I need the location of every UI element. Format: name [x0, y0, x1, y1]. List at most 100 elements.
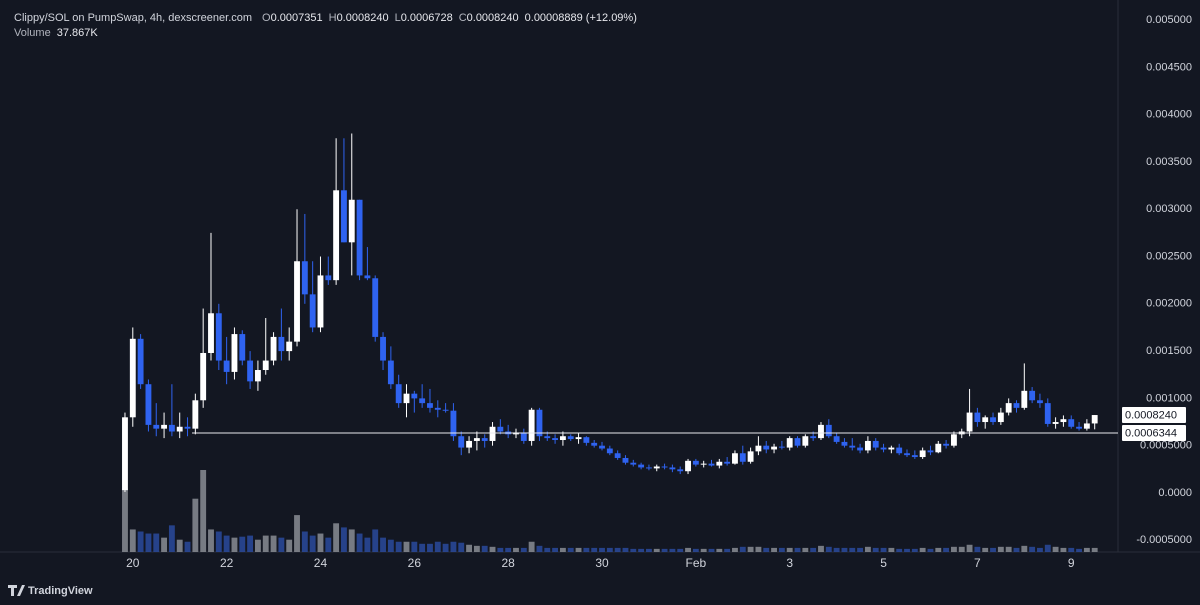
candle-body: [356, 199, 363, 276]
volume-bar: [552, 547, 559, 552]
volume-bar: [911, 548, 918, 552]
candle-body: [974, 412, 981, 423]
candle-body: [325, 275, 332, 281]
volume-bar: [888, 547, 895, 552]
volume-bar: [122, 488, 128, 552]
volume-bar: [262, 535, 269, 552]
candle-body: [622, 457, 629, 463]
candle-body: [528, 409, 535, 441]
candle-body: [997, 412, 1004, 423]
volume-bar: [1013, 547, 1020, 552]
candle-body: [536, 409, 543, 437]
candle-body: [301, 261, 308, 295]
ohlc-value: 0.0008240: [466, 12, 519, 24]
volume-bar: [372, 529, 379, 552]
candle-body: [1005, 403, 1012, 413]
volume-bar: [161, 537, 168, 552]
watermark-text: TradingView: [28, 585, 93, 597]
volume-bar: [997, 546, 1004, 552]
candle-body: [896, 447, 903, 454]
candle-body: [395, 384, 402, 404]
legend-row: Volume 37.867K: [14, 26, 637, 41]
y-tick-label: 0.004500: [1146, 61, 1192, 73]
candle-body: [153, 424, 160, 429]
candle-body: [919, 450, 926, 458]
volume-bar: [380, 537, 386, 552]
candle-body: [810, 436, 817, 439]
watermark-logo: [8, 585, 25, 596]
y-tick-label: 0.003000: [1146, 203, 1192, 215]
volume-bar: [763, 547, 770, 552]
ohlc-item: L0.0006728: [395, 11, 453, 26]
candle-body: [825, 424, 832, 437]
candle-body: [192, 400, 199, 429]
candle-body: [466, 440, 472, 448]
candle-body: [270, 336, 277, 361]
candle-body: [794, 438, 801, 446]
candle-body: [763, 445, 770, 450]
volume-bar: [215, 531, 222, 552]
volume-bar: [794, 547, 801, 552]
candle-body: [950, 434, 957, 446]
candle-body: [747, 451, 754, 462]
volume-bar: [716, 548, 723, 552]
candle-body: [520, 432, 527, 441]
candle-body: [254, 370, 261, 382]
ohlc-value: 0.0007351: [270, 12, 323, 24]
volume-bar: [1005, 546, 1012, 552]
candle-body: [990, 417, 996, 423]
volume-bar: [661, 548, 668, 552]
candle-body: [129, 338, 136, 418]
candle-body: [904, 453, 910, 456]
candle-body: [669, 467, 676, 470]
y-tick-label: 0.001000: [1146, 392, 1192, 404]
volume-bar: [685, 547, 691, 552]
volume-bar: [387, 539, 394, 552]
candle-body: [208, 313, 214, 353]
volume-bar: [129, 529, 136, 552]
candle-body: [1060, 419, 1067, 423]
ohlc-item: O0.0007351: [262, 11, 323, 26]
y-tick-label: 0.002000: [1146, 298, 1192, 310]
volume-bar: [630, 548, 637, 552]
candle-body: [1076, 426, 1082, 429]
volume-bar: [966, 544, 973, 552]
candle-body: [137, 338, 144, 385]
volume-bar: [1029, 546, 1036, 552]
volume-bar: [575, 547, 582, 552]
candle-body: [732, 453, 738, 464]
candle-body: [864, 440, 871, 451]
candle-body: [403, 393, 410, 404]
volume-bar: [802, 547, 809, 552]
volume-bar: [919, 547, 926, 552]
candle-body: [927, 450, 934, 453]
volume-bar: [1037, 547, 1043, 552]
candle-body: [450, 410, 457, 437]
volume-bar: [536, 545, 543, 552]
volume-bar: [309, 535, 316, 552]
y-tick-label: 0.005000: [1146, 14, 1192, 26]
volume-bar: [192, 498, 199, 552]
candle-body: [489, 426, 496, 441]
volume-bar: [325, 537, 332, 552]
volume-bar: [943, 547, 950, 552]
candle-body: [1037, 400, 1043, 404]
volume-bar: [473, 545, 480, 552]
volume-bar: [200, 470, 207, 552]
volume-bar: [606, 547, 613, 552]
volume-bar: [904, 548, 910, 552]
x-tick-label: 26: [408, 556, 422, 570]
candle-body: [552, 438, 559, 441]
candle-body: [888, 447, 895, 450]
volume-bar: [833, 547, 840, 552]
x-tick-label: 9: [1068, 556, 1075, 570]
candle-body: [168, 424, 175, 432]
volume-bar: [458, 542, 465, 552]
candle-body: [1091, 415, 1098, 424]
x-tick-label: 3: [786, 556, 793, 570]
volume-bar: [168, 525, 175, 552]
candle-body: [544, 436, 551, 439]
candle-body: [286, 341, 293, 352]
volume-bar: [958, 546, 965, 552]
candle-body: [606, 448, 613, 454]
